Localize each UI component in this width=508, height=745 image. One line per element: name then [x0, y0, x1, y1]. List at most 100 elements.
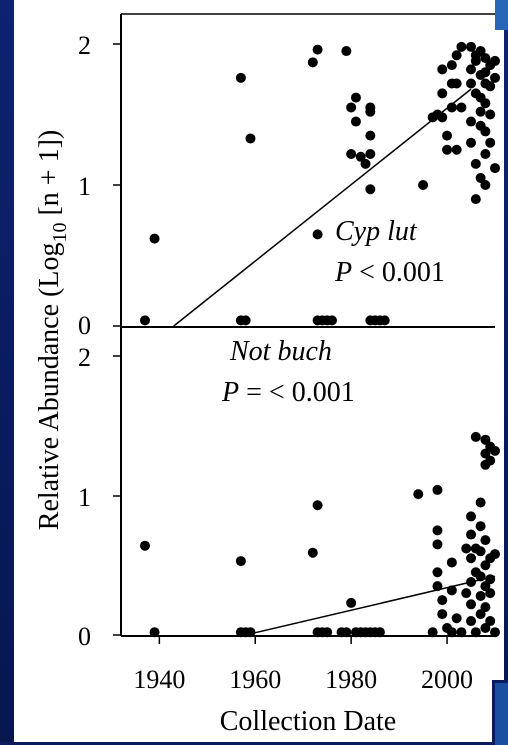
top-data-point [480, 98, 491, 109]
bottom-data-point [374, 627, 385, 638]
bottom-data-point [466, 511, 477, 522]
top-data-point [245, 133, 256, 144]
bottom-data-point [235, 556, 246, 567]
top-data-point [480, 53, 491, 64]
bottom-panel-p-text: = < 0.001 [239, 377, 355, 408]
top-data-point [437, 88, 448, 99]
bottom-panel-p-value: P = < 0.001 [221, 377, 355, 408]
bottom-data-point [480, 448, 491, 459]
bottom-data-point [432, 581, 443, 592]
top-data-point [490, 163, 500, 174]
top-data-point [446, 60, 457, 71]
top-data-point [379, 315, 390, 326]
x-tick-label: 1980 [325, 665, 377, 694]
top-data-point [437, 64, 448, 75]
top-data-point [470, 158, 481, 169]
bottom-data-point [480, 535, 491, 546]
bottom-data-point [480, 434, 491, 445]
bottom-data-point [346, 597, 357, 608]
top-data-point [480, 126, 491, 137]
bottom-data-point [437, 595, 448, 606]
bottom-data-point [466, 529, 477, 540]
top-data-point [475, 46, 486, 57]
top-data-point [475, 172, 486, 183]
bottom-data-point [139, 540, 150, 551]
bottom-data-point [480, 581, 491, 592]
bottom-data-point [427, 627, 438, 638]
top-data-point [312, 44, 323, 55]
y-tick-bottom-2: 2 [78, 343, 91, 372]
top-data-point [485, 137, 496, 148]
top-data-point [350, 92, 361, 103]
bottom-panel-p-var: P [221, 377, 239, 408]
bottom-data-point [485, 588, 496, 599]
top-data-point [240, 315, 251, 326]
y-tick-top-1: 1 [78, 172, 91, 201]
bottom-data-point [475, 497, 486, 508]
top-data-point [470, 194, 481, 205]
bottom-panel-species: Not buch [229, 336, 332, 367]
top-data-point [365, 148, 376, 159]
bottom-data-point [322, 627, 333, 638]
bottom-data-point [461, 588, 472, 599]
bottom-data-point [456, 627, 467, 638]
bottom-data-point [485, 616, 496, 627]
top-panel-points [139, 41, 500, 326]
bottom-data-point [480, 602, 491, 613]
bottom-data-point [446, 585, 457, 596]
top-data-point [437, 112, 448, 123]
top-data-point [365, 102, 376, 113]
top-panel-p-value: P < 0.001 [334, 257, 445, 288]
top-data-point [235, 72, 246, 83]
bottom-data-point [446, 557, 457, 568]
bottom-data-point [432, 567, 443, 578]
bottom-data-point [432, 484, 443, 495]
bottom-panel-points [139, 431, 500, 638]
x-tick-label: 1940 [133, 665, 185, 694]
bottom-data-point [480, 560, 491, 571]
top-data-point [149, 233, 160, 244]
bottom-data-point [341, 627, 352, 638]
top-panel-p-var: P [334, 257, 352, 288]
bottom-data-point [312, 500, 323, 511]
top-data-point [470, 55, 481, 66]
top-data-point [350, 116, 361, 127]
y-axis-title-subscript: 10 [49, 223, 71, 243]
bottom-data-point [485, 574, 496, 585]
top-panel-trend [173, 88, 472, 327]
bottom-data-point [485, 455, 496, 466]
top-data-point [456, 41, 467, 52]
top-data-point [490, 72, 500, 83]
bottom-data-point [470, 431, 481, 442]
y-tick-marks [113, 43, 121, 636]
slide-accent-bottom [492, 680, 508, 745]
bottom-data-point [470, 627, 481, 638]
top-data-point [442, 144, 453, 155]
bottom-data-point [149, 627, 160, 638]
x-tick-label: 1960 [229, 665, 281, 694]
bottom-data-point [475, 609, 486, 620]
y-tick-top-0: 0 [78, 311, 91, 340]
top-data-point [312, 229, 323, 240]
y-axis-title-main: Relative Abundance (Log [34, 243, 65, 531]
x-ticks: 1940 1960 1980 2000 [133, 636, 473, 694]
bottom-data-point [475, 521, 486, 532]
top-data-point [346, 102, 357, 113]
top-data-point [307, 57, 318, 68]
figure-panel [14, 0, 504, 742]
top-data-point [446, 102, 457, 113]
bottom-data-point [451, 613, 462, 624]
bottom-data-point [307, 547, 318, 558]
top-data-point [418, 180, 429, 190]
top-data-point [490, 55, 500, 66]
bottom-data-point [475, 546, 486, 557]
x-tick-label: 2000 [421, 665, 473, 694]
bottom-data-point [437, 609, 448, 620]
top-data-point [346, 148, 357, 159]
top-data-point [466, 78, 477, 89]
bottom-data-point [480, 623, 491, 634]
top-data-point [480, 148, 491, 159]
top-data-point [442, 130, 453, 141]
top-data-point [365, 184, 376, 195]
bottom-data-point [475, 590, 486, 601]
